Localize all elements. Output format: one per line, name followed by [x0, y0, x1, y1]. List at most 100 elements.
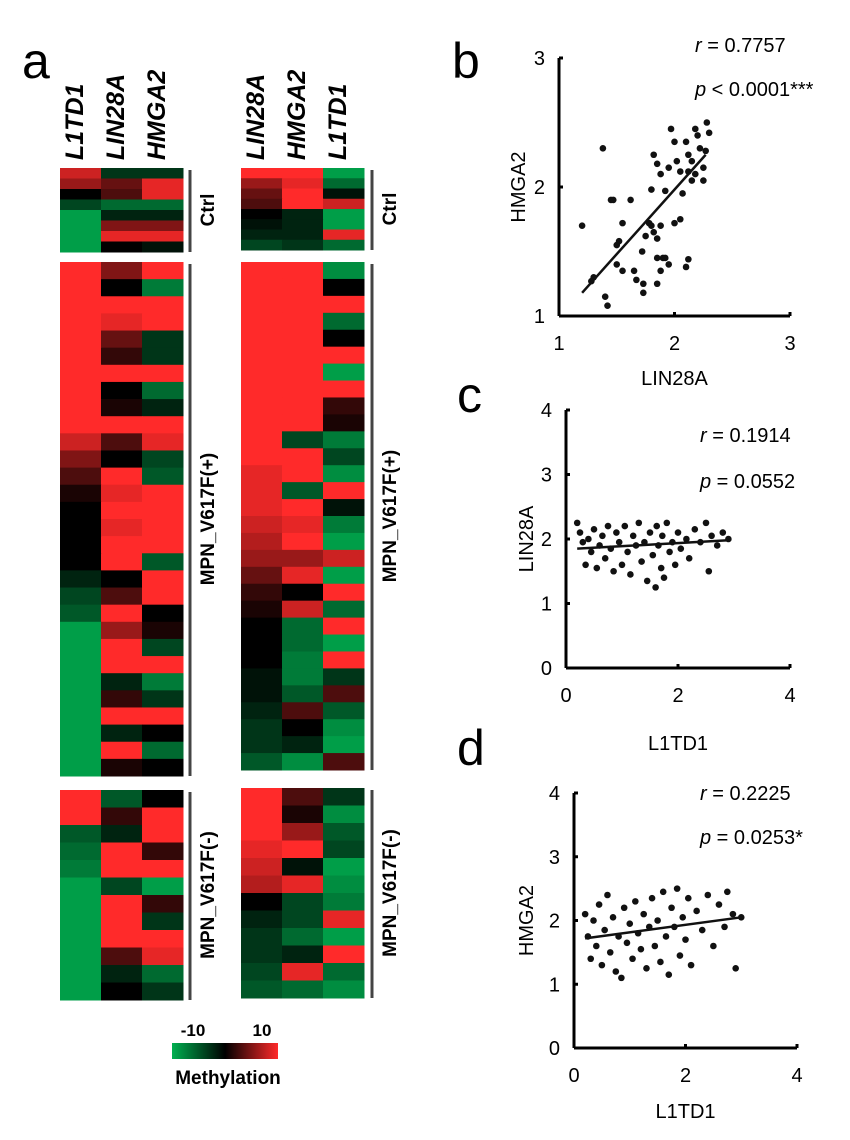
- heatmap-cell: [60, 199, 102, 211]
- data-point: [629, 532, 637, 540]
- heatmap-cell: [241, 858, 283, 876]
- heatmap-cell: [142, 895, 184, 913]
- y-tick-label: 2: [549, 911, 560, 933]
- heatmap-cell: [323, 278, 365, 297]
- heatmap-cell: [323, 753, 365, 771]
- heatmap-cell: [142, 741, 184, 760]
- heatmap-cell: [142, 877, 184, 896]
- heatmap-cell: [60, 296, 102, 314]
- heatmap-cell: [241, 295, 283, 314]
- data-point: [621, 522, 629, 530]
- heatmap-cell: [142, 982, 184, 1001]
- heatmap-cell: [323, 482, 365, 500]
- heatmap-cell: [323, 788, 365, 806]
- heatmap-cell: [282, 910, 324, 929]
- data-point: [604, 522, 612, 530]
- heatmap-cell: [60, 364, 102, 383]
- heatmap-cell: [241, 600, 283, 619]
- heatmap-cell: [60, 707, 102, 726]
- data-point: [651, 942, 659, 950]
- data-point: [638, 248, 646, 255]
- heatmap-cell: [282, 875, 324, 894]
- data-point: [684, 894, 692, 902]
- heatmap-cell: [323, 600, 365, 619]
- heatmap-cell: [323, 668, 365, 686]
- heatmap-cell: [282, 685, 324, 703]
- stat-p: p = 0.0552: [699, 471, 795, 493]
- heatmap-cell: [101, 570, 143, 589]
- data-point: [715, 901, 723, 908]
- data-point: [696, 145, 704, 152]
- panel-label-c: c: [457, 367, 482, 423]
- heatmap-cell: [323, 262, 365, 280]
- data-point: [682, 138, 690, 146]
- heatmap-cell: [323, 685, 365, 703]
- heatmap-cell: [60, 656, 102, 674]
- heatmap-cell: [323, 219, 365, 230]
- heatmap-cell: [241, 963, 283, 981]
- heatmap-cell: [101, 467, 143, 486]
- data-point: [708, 532, 715, 540]
- heatmap-cell: [282, 397, 324, 415]
- heatmap-cell: [142, 724, 184, 743]
- heatmap-cell: [282, 482, 324, 500]
- heatmap-cell: [101, 178, 143, 190]
- heatmap-cell: [282, 532, 324, 551]
- heatmap-cell: [142, 484, 184, 503]
- heatmap-cell: [323, 414, 365, 432]
- heatmap-cell: [101, 982, 143, 1001]
- data-point: [682, 936, 689, 943]
- stat-r-value: = 0.1914: [707, 425, 791, 447]
- data-point: [705, 129, 713, 137]
- heatmap-cell: [60, 947, 102, 966]
- heatmap-cell: [101, 450, 143, 469]
- heatmap-cell: [282, 516, 324, 534]
- heatmap-cell: [142, 570, 184, 589]
- data-point: [721, 923, 728, 931]
- data-point: [673, 157, 681, 165]
- data-point: [579, 538, 587, 546]
- group-label: MPN_V617F(+): [380, 450, 401, 583]
- heatmap-cell: [241, 840, 283, 859]
- heatmap-cell: [101, 790, 143, 808]
- data-point: [612, 968, 620, 975]
- heatmap-cell: [60, 231, 102, 242]
- data-point: [683, 535, 690, 543]
- heatmap-cell: [282, 346, 324, 365]
- heatmap-cell: [282, 295, 324, 314]
- panel-label-a: a: [22, 33, 50, 89]
- data-point: [613, 261, 621, 268]
- y-tick-label: 3: [541, 465, 552, 487]
- data-point: [700, 164, 707, 171]
- heatmap-cell: [282, 736, 324, 754]
- y-tick-label: 1: [534, 306, 545, 328]
- data-point: [710, 942, 717, 950]
- heatmap-cell: [101, 279, 143, 297]
- heatmap-cell: [60, 807, 102, 826]
- heatmap-cell: [241, 312, 283, 331]
- y-tick-label: 4: [549, 783, 560, 805]
- heatmap-cell: [282, 229, 324, 241]
- heatmap-cell: [282, 617, 324, 636]
- data-point: [713, 542, 721, 549]
- heatmap-cell: [142, 656, 184, 674]
- data-point: [676, 215, 684, 223]
- stat-r: r = 0.7757: [695, 35, 786, 57]
- heatmap-cell: [142, 825, 184, 843]
- heatmap-cell: [60, 347, 102, 366]
- data-point: [595, 901, 603, 908]
- heatmap-cell: [241, 736, 283, 754]
- heatmap-cell: [282, 963, 324, 981]
- heatmap-cell: [282, 219, 324, 230]
- heatmap-cell: [282, 431, 324, 449]
- heatmap-cell: [282, 634, 324, 652]
- heatmap-cell: [282, 262, 324, 280]
- heatmap-cell: [241, 219, 283, 230]
- heatmap-column-label: LIN28A: [242, 74, 270, 160]
- heatmap-cell: [142, 347, 184, 366]
- heatmap-cell: [323, 858, 365, 876]
- data-point: [729, 910, 737, 918]
- heatmap-cell: [323, 634, 365, 652]
- data-point: [590, 917, 597, 924]
